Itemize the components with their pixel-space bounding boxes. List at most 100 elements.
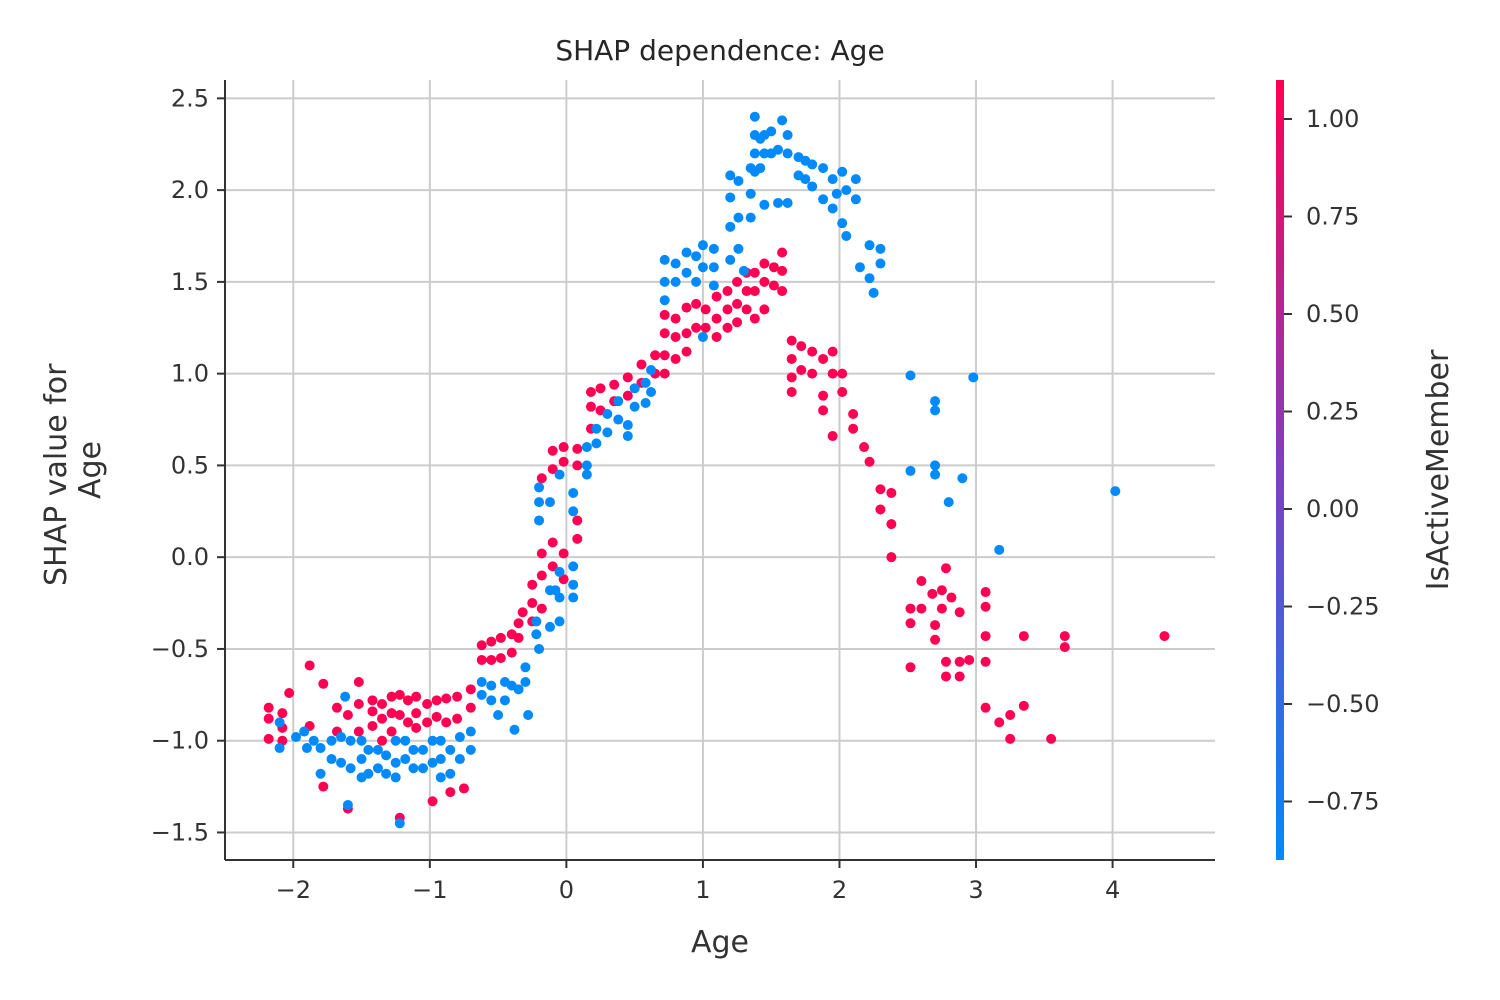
scatter-point <box>422 717 433 728</box>
x-tick-label: 4 <box>1105 876 1120 904</box>
scatter-point <box>486 680 497 691</box>
scatter-point <box>733 212 744 223</box>
scatter-point <box>554 566 565 577</box>
scatter-point <box>568 506 579 517</box>
scatter-point <box>622 372 633 383</box>
scatter-point <box>681 346 692 357</box>
scatter-point <box>927 588 938 599</box>
scatter-point <box>331 702 342 713</box>
scatter-point <box>513 684 524 695</box>
scatter-point <box>558 442 569 453</box>
x-tick-label: 3 <box>968 876 983 904</box>
scatter-point <box>670 313 681 324</box>
scatter-point <box>427 796 438 807</box>
scatter-point <box>905 465 916 476</box>
scatter-point <box>777 115 788 126</box>
scatter-point <box>411 708 422 719</box>
scatter-point <box>827 203 838 214</box>
scatter-point <box>547 537 558 548</box>
scatter-point <box>441 717 452 728</box>
scatter-point <box>800 174 811 185</box>
scatter-point <box>435 735 446 746</box>
scatter-point <box>732 276 743 287</box>
scatter-point <box>659 350 670 361</box>
scatter-point <box>733 175 744 186</box>
scatter-point <box>691 322 702 333</box>
scatter-point <box>568 592 579 603</box>
scatter-point <box>786 387 797 397</box>
scatter-point <box>509 724 520 735</box>
scatter-point <box>636 359 647 370</box>
scatter-point <box>356 735 367 746</box>
scatter-point <box>807 181 818 192</box>
scatter-point <box>418 763 428 774</box>
y-tick-label: 1.0 <box>171 360 209 388</box>
scatter-point <box>367 695 378 706</box>
scatter-point <box>536 603 547 614</box>
scatter-point <box>640 398 651 409</box>
scatter-point <box>367 721 378 732</box>
scatter-point <box>629 401 640 412</box>
scatter-point <box>411 722 422 733</box>
scatter-point <box>534 497 545 508</box>
scatter-point <box>837 218 848 229</box>
scatter-point <box>936 603 947 614</box>
scatter-point <box>940 656 951 667</box>
scatter-point <box>850 194 861 205</box>
scatter-point <box>520 676 531 687</box>
scatter-point <box>506 647 517 658</box>
scatter-point <box>777 265 788 276</box>
scatter-point <box>431 711 442 722</box>
scatter-point <box>786 372 797 383</box>
scatter-point <box>659 368 670 379</box>
scatter-point <box>711 313 722 324</box>
scatter-point <box>402 695 413 706</box>
scatter-point <box>400 735 411 746</box>
scatter-point <box>435 754 446 765</box>
scatter-point <box>263 702 274 713</box>
scatter-point <box>386 726 397 737</box>
scatter-point <box>796 364 807 375</box>
scatter-point <box>476 676 487 687</box>
scatter-point <box>445 744 456 755</box>
scatter-point <box>697 331 708 342</box>
scatter-point <box>581 442 592 453</box>
chart-title: SHAP dependence: Age <box>555 34 884 67</box>
y-axis-label: SHAP value for Age <box>39 354 108 586</box>
data-points <box>263 111 1170 829</box>
scatter-point <box>602 409 613 420</box>
scatter-point <box>697 240 708 251</box>
scatter-point <box>646 387 657 397</box>
scatter-point <box>465 744 476 755</box>
scatter-point <box>326 754 337 765</box>
scatter-point <box>520 662 531 673</box>
scatter-point <box>946 592 957 603</box>
scatter-point <box>513 618 524 629</box>
scatter-point <box>390 757 401 768</box>
scatter-point <box>622 420 633 431</box>
scatter-point <box>964 654 975 665</box>
scatter-point <box>759 304 770 315</box>
scatter-point <box>558 456 569 467</box>
scatter-point <box>755 163 766 174</box>
scatter-point <box>274 743 285 754</box>
scatter-point <box>465 684 476 695</box>
scatter-point <box>738 265 749 276</box>
scatter-point <box>308 735 319 746</box>
scatter-point <box>499 695 510 706</box>
scatter-point <box>670 276 681 287</box>
colorbar-tick-label: 0.75 <box>1306 203 1359 231</box>
scatter-point <box>1159 631 1170 642</box>
scatter-point <box>864 240 875 251</box>
scatter-point <box>994 544 1005 555</box>
scatter-point <box>476 640 487 651</box>
scatter-point <box>646 364 657 375</box>
scatter-point <box>708 262 719 273</box>
scatter-point <box>691 276 702 287</box>
scatter-point <box>749 267 760 278</box>
scatter-point <box>402 717 413 728</box>
scatter-point <box>629 383 640 394</box>
scatter-point <box>465 726 476 737</box>
scatter-point <box>356 754 367 765</box>
scatter-point <box>818 390 829 401</box>
